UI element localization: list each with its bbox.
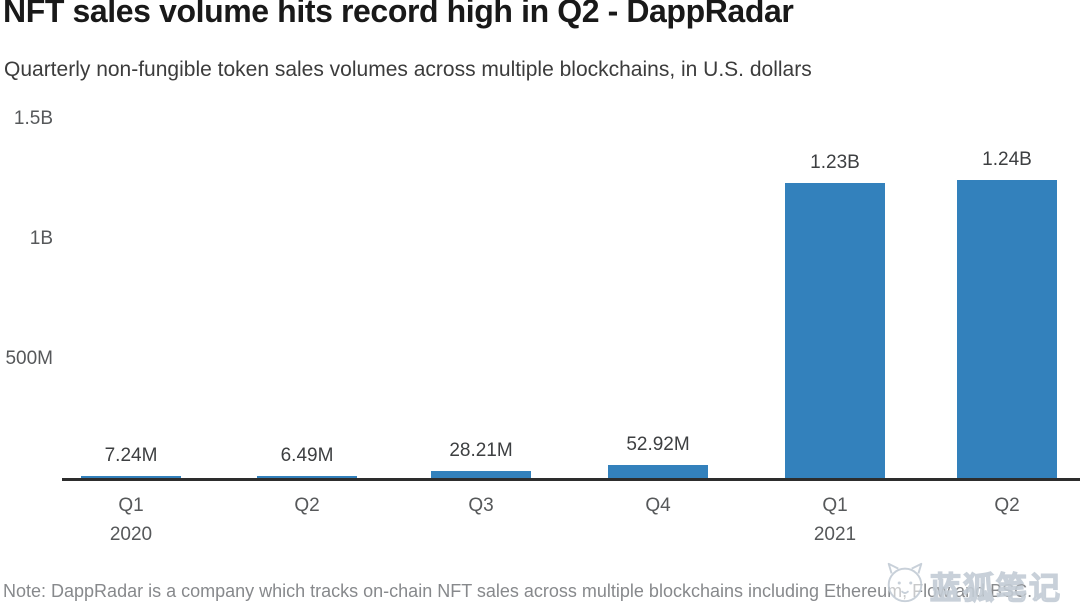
bar-value-label: 52.92M [626,434,690,455]
bar-q4-2020 [608,465,708,478]
y-tick-label: 1B [29,228,53,249]
watermark-text: 蓝狐笔记 [929,570,1062,606]
x-tick-quarter: Q2 [994,495,1020,516]
bar-q2-2021 [957,180,1057,478]
y-tick-label: 500M [5,348,53,369]
x-tick-quarter: Q4 [645,495,671,516]
bar-value-label: 1.24B [982,149,1032,170]
x-tick-quarter: Q1 [118,495,144,516]
x-tick-label: Q1 2020 [61,494,201,547]
x-tick-label: Q2 [937,494,1077,518]
bar-value-label: 6.49M [280,445,334,466]
watermark: 蓝狐笔记 [882,560,1062,611]
bar-q3-2020 [431,471,531,478]
x-tick-label: Q1 2021 [765,494,905,547]
x-axis-line [62,478,1080,481]
chart-subtitle: Quarterly non-fungible token sales volum… [4,58,812,81]
x-tick-year: 2021 [813,524,857,545]
bar-q1-2020 [81,476,181,478]
y-tick-label: 1.5B [13,108,53,129]
chart-title: NFT sales volume hits record high in Q2 … [3,0,794,29]
fox-logo-icon [882,560,928,611]
bar-q2-2020 [257,476,357,478]
bar-value-label: 28.21M [449,440,513,461]
x-tick-label: Q3 [411,494,551,518]
bar-value-label: 1.23B [810,152,860,173]
x-tick-quarter: Q1 [822,495,848,516]
x-tick-quarter: Q3 [468,495,494,516]
bar-value-label: 7.24M [104,445,158,466]
x-tick-label: Q2 [237,494,377,518]
x-tick-quarter: Q2 [294,495,320,516]
bar-q1-2021 [785,183,885,478]
chart-footnote: Note: DappRadar is a company which track… [3,581,1033,601]
x-tick-year: 2020 [109,524,153,545]
x-tick-label: Q4 [588,494,728,518]
